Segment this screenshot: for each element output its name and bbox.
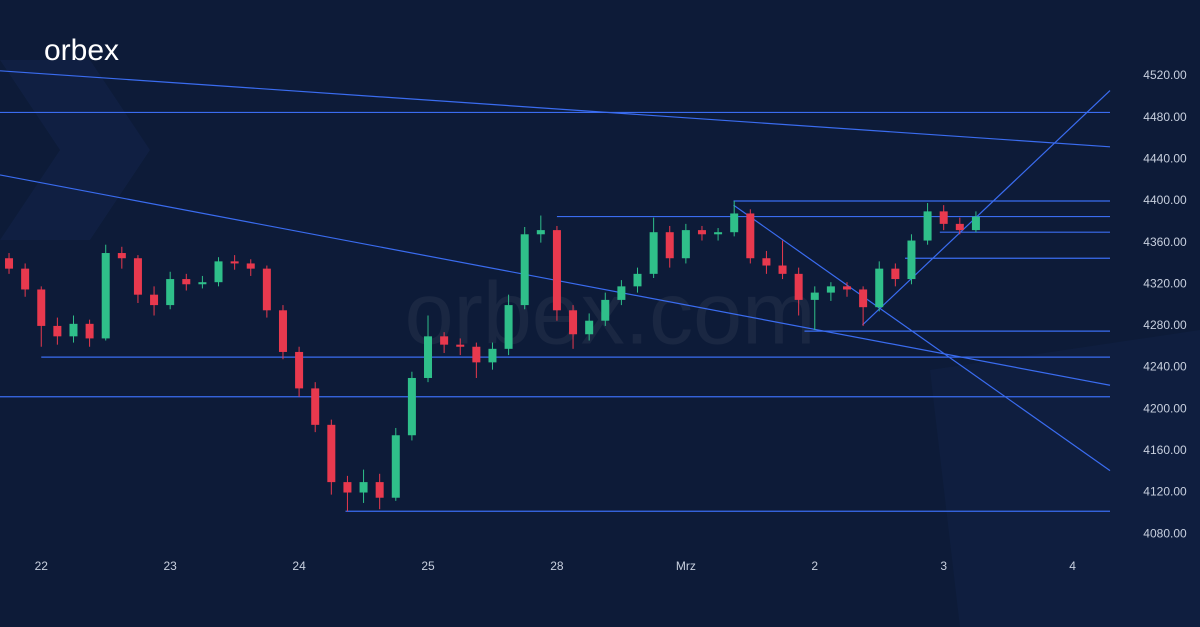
y-tick-label: 4520.00 xyxy=(1143,68,1187,82)
candle-body xyxy=(37,289,46,326)
x-tick-label: 3 xyxy=(940,559,947,573)
candle-body xyxy=(536,230,545,235)
candle-body xyxy=(939,211,948,224)
candle-body xyxy=(552,230,561,311)
y-tick-label: 4280.00 xyxy=(1143,318,1187,332)
drawn-line xyxy=(862,90,1111,326)
candle-body xyxy=(907,240,916,280)
candle-body xyxy=(730,213,739,233)
y-tick-label: 4400.00 xyxy=(1143,193,1187,207)
y-tick-label: 4200.00 xyxy=(1143,401,1187,415)
candle-body xyxy=(569,310,578,335)
x-tick-label: 28 xyxy=(550,559,564,573)
candle-body xyxy=(5,258,14,269)
candle-body xyxy=(214,261,223,283)
y-tick-label: 4240.00 xyxy=(1143,360,1187,374)
candle-body xyxy=(697,230,706,235)
candle-body xyxy=(875,268,884,308)
candle-body xyxy=(166,279,175,306)
candle-body xyxy=(714,232,723,235)
candle-body xyxy=(182,279,191,285)
candle-body xyxy=(746,213,755,259)
deco-shape xyxy=(930,330,1200,627)
candle-body xyxy=(262,268,271,311)
candle-body xyxy=(955,223,964,231)
candle-body xyxy=(391,435,400,498)
candle-body xyxy=(859,289,868,308)
candle-body xyxy=(665,232,674,259)
candle-body xyxy=(681,230,690,259)
y-tick-label: 4480.00 xyxy=(1143,110,1187,124)
candle-body xyxy=(891,268,900,280)
y-tick-label: 4320.00 xyxy=(1143,276,1187,290)
candle-body xyxy=(649,232,658,274)
candle-body xyxy=(585,320,594,335)
candle-body xyxy=(601,299,610,321)
candle-body xyxy=(101,253,110,339)
candle-body xyxy=(488,348,497,363)
candle-body xyxy=(85,323,94,339)
candle-body xyxy=(472,346,481,363)
candle-body xyxy=(278,310,287,352)
candle-body xyxy=(407,377,416,436)
y-tick-label: 4120.00 xyxy=(1143,485,1187,499)
candle-body xyxy=(69,323,78,337)
candle-body xyxy=(971,216,980,231)
candle-body xyxy=(440,336,449,345)
candle-body xyxy=(504,305,513,349)
candle-body xyxy=(520,234,529,306)
y-tick-label: 4160.00 xyxy=(1143,443,1187,457)
candle-body xyxy=(246,263,255,269)
candle-body xyxy=(150,294,159,306)
y-tick-label: 4360.00 xyxy=(1143,235,1187,249)
candle-body xyxy=(762,258,771,266)
candle-body xyxy=(794,273,803,300)
candle-body xyxy=(359,482,368,493)
candle-body xyxy=(375,482,384,498)
x-tick-label: 24 xyxy=(292,559,306,573)
candle-body xyxy=(117,253,126,259)
candle-body xyxy=(843,286,852,290)
candle-body xyxy=(133,258,142,295)
candle-body xyxy=(424,336,433,378)
candle-body xyxy=(53,325,62,337)
candle-body xyxy=(230,261,239,264)
candle-body xyxy=(343,482,352,493)
y-tick-label: 4080.00 xyxy=(1143,526,1187,540)
x-tick-label: 4 xyxy=(1069,559,1076,573)
candle-body xyxy=(617,286,626,300)
candle-body xyxy=(633,273,642,287)
candle-body xyxy=(295,351,304,389)
x-tick-label: 25 xyxy=(421,559,435,573)
candle-body xyxy=(826,286,835,293)
x-tick-label: 23 xyxy=(163,559,177,573)
candle-body xyxy=(311,388,320,425)
candle-body xyxy=(198,282,207,285)
candle-body xyxy=(21,268,30,290)
plot-area xyxy=(0,70,1111,512)
x-tick-label: 22 xyxy=(35,559,49,573)
x-tick-label: Mrz xyxy=(676,559,696,573)
drawn-line xyxy=(733,204,1111,472)
deco-chevron xyxy=(0,60,150,240)
candle-body xyxy=(456,344,465,347)
watermark: orbex.com xyxy=(405,263,816,362)
y-tick-label: 4440.00 xyxy=(1143,151,1187,165)
x-tick-label: 2 xyxy=(811,559,818,573)
candle-body xyxy=(327,424,336,483)
drawn-line xyxy=(0,70,1111,148)
candle-body xyxy=(810,292,819,300)
candle-body xyxy=(923,211,932,241)
logo: orbex xyxy=(44,34,119,67)
candle-body xyxy=(778,265,787,274)
